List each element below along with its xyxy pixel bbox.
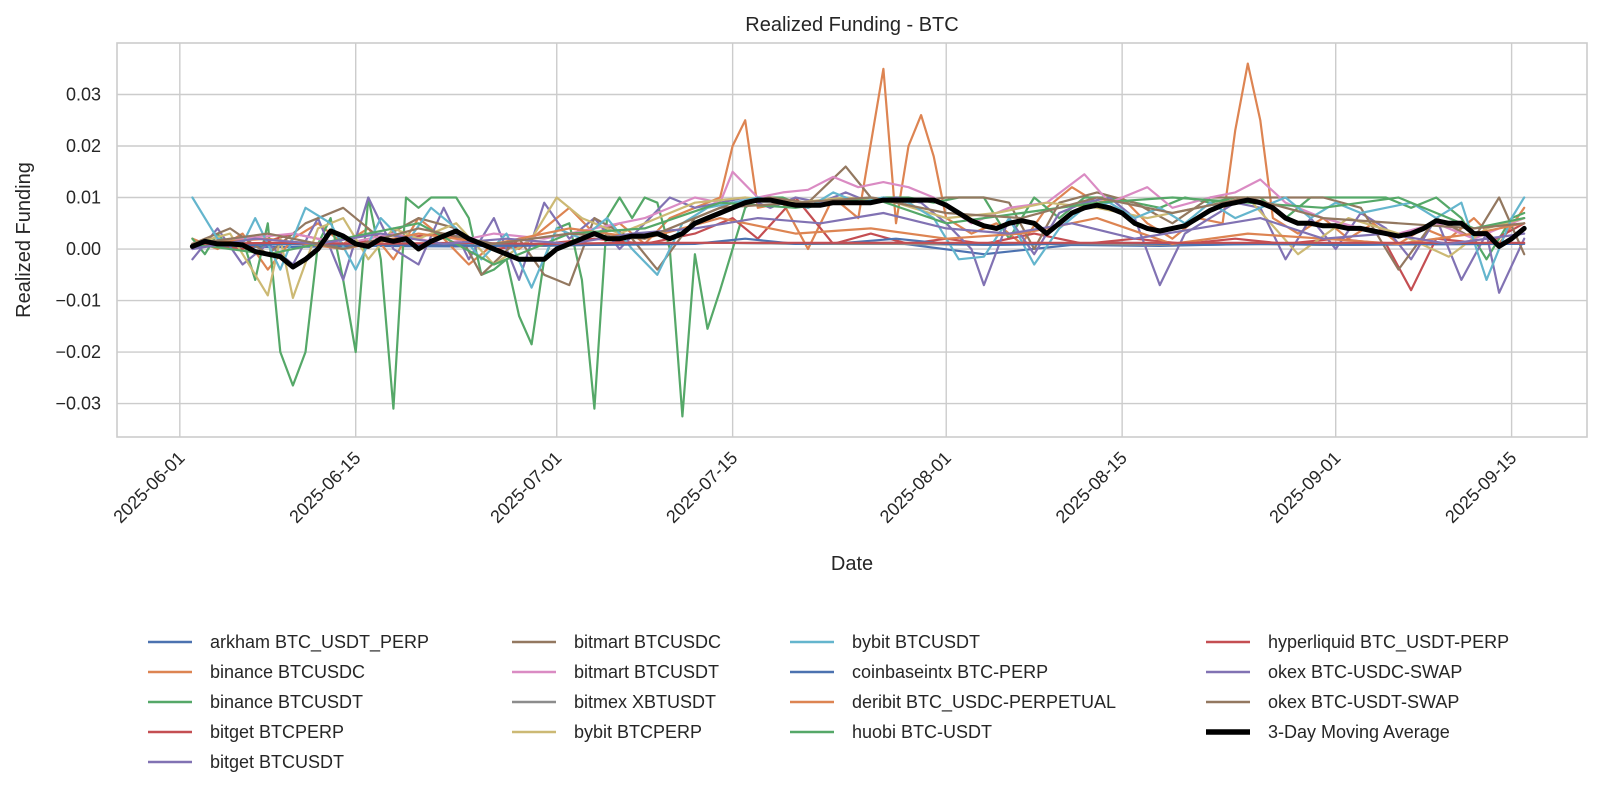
legend-item: hyperliquid BTC_USDT-PERP	[1206, 632, 1509, 653]
legend-item: 3-Day Moving Average	[1206, 722, 1450, 742]
legend-label: hyperliquid BTC_USDT-PERP	[1268, 632, 1509, 653]
legend-item: bitget BTCPERP	[148, 722, 344, 742]
legend-item: okex BTC-USDT-SWAP	[1206, 692, 1459, 712]
y-tick-label: −0.03	[55, 394, 101, 414]
legend-label: coinbaseintx BTC-PERP	[852, 662, 1048, 682]
y-tick-label: 0.01	[66, 188, 101, 208]
series-layer	[189, 62, 1527, 418]
legend-label: okex BTC-USDC-SWAP	[1268, 662, 1462, 682]
chart-title: Realized Funding - BTC	[745, 14, 958, 36]
legend-label: bitget BTCPERP	[210, 722, 344, 742]
series-line-bybit-btcperp	[191, 196, 1526, 299]
legend-label: huobi BTC-USDT	[852, 722, 992, 742]
legend-item: okex BTC-USDC-SWAP	[1206, 662, 1462, 682]
y-tick-label: 0.03	[66, 85, 101, 105]
legend-label: bitmex XBTUSDT	[574, 692, 716, 712]
series-line-okex-btc-usdt-swap	[191, 196, 1526, 251]
x-axis-label: Date	[831, 553, 873, 575]
series-line-okex-btc-usdc-swap	[191, 211, 1526, 251]
y-tick-label: 0.02	[66, 136, 101, 156]
legend-label: deribit BTC_USDC-PERPETUAL	[852, 692, 1116, 713]
legend-label: okex BTC-USDT-SWAP	[1268, 692, 1459, 712]
y-tick-label: 0.00	[66, 239, 101, 259]
legend-label: bitmart BTCUSDC	[574, 632, 721, 652]
legend-item: arkham BTC_USDT_PERP	[148, 632, 429, 653]
legend-label: bybit BTCUSDT	[852, 632, 980, 652]
plot-frame	[116, 42, 1588, 438]
legend-label: binance BTCUSDT	[210, 692, 363, 712]
y-tick-label: −0.01	[55, 291, 101, 311]
y-axis-label: Realized Funding	[13, 162, 35, 318]
grid-layer	[117, 43, 1587, 437]
legend-item: bitmart BTCUSDT	[512, 662, 719, 682]
legend-item: binance BTCUSDT	[148, 692, 363, 712]
y-tick-label: −0.02	[55, 342, 101, 362]
legend-item: bitget BTCUSDT	[148, 752, 344, 772]
legend-item: bitmart BTCUSDC	[512, 632, 721, 652]
legend-item: bybit BTCPERP	[512, 722, 702, 742]
legend-item: bitmex XBTUSDT	[512, 692, 716, 712]
legend-item: huobi BTC-USDT	[790, 722, 992, 742]
legend-item: bybit BTCUSDT	[790, 632, 980, 652]
legend-item: deribit BTC_USDC-PERPETUAL	[790, 692, 1116, 713]
legend-item: coinbaseintx BTC-PERP	[790, 662, 1048, 682]
legend-label: bitmart BTCUSDT	[574, 662, 719, 682]
legend-item: binance BTCUSDC	[148, 662, 365, 682]
series-line-3-day-moving-average	[189, 197, 1527, 270]
legend-label: 3-Day Moving Average	[1268, 722, 1450, 742]
legend-label: binance BTCUSDC	[210, 662, 365, 682]
legend-label: bybit BTCPERP	[574, 722, 702, 742]
legend-label: bitget BTCUSDT	[210, 752, 344, 772]
series-line-bitmart-btcusdc	[191, 165, 1526, 287]
legend-label: arkham BTC_USDT_PERP	[210, 632, 429, 653]
